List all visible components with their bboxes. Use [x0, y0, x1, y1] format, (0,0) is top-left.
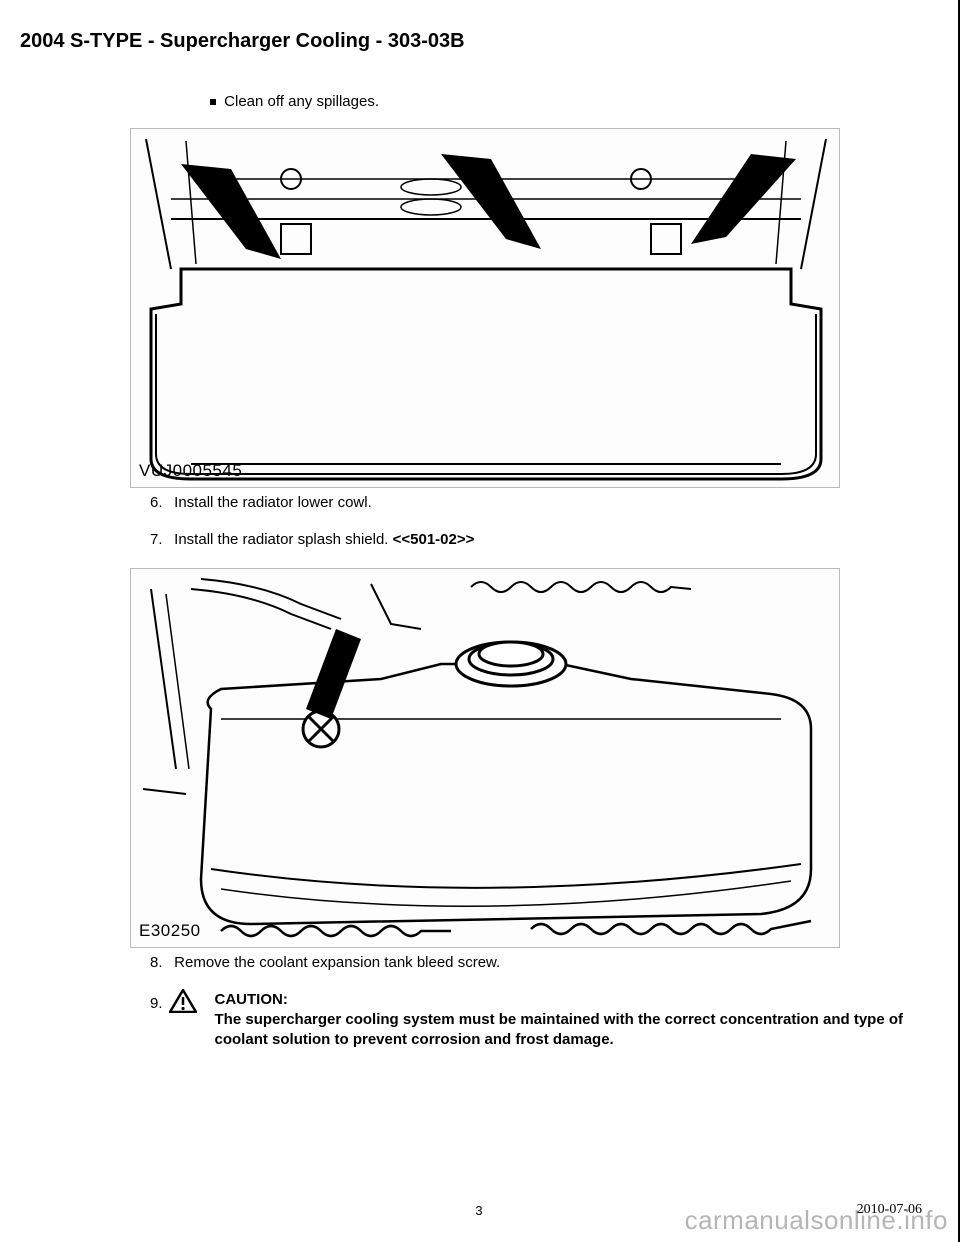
caution-text-block: CAUTION: The supercharger cooling system…	[215, 991, 908, 1051]
figure2-id: E30250	[139, 921, 201, 941]
content-area: Clean off any spillages.	[130, 93, 908, 1051]
step-8-text: Remove the coolant expansion tank bleed …	[174, 954, 500, 971]
page-title: 2004 S-TYPE - Supercharger Cooling - 303…	[20, 30, 938, 53]
figure-expansion-tank: E30250	[130, 568, 840, 948]
step-6: 6. Install the radiator lower cowl.	[150, 494, 908, 511]
figure-radiator-cowl: VUJ0005545	[130, 128, 840, 488]
step-7-text: Install the radiator splash shield.	[174, 531, 392, 548]
figure2-svg	[131, 569, 840, 948]
step-7-ref: <<501-02>>	[393, 531, 475, 548]
step-7: 7. Install the radiator splash shield. <…	[150, 531, 908, 548]
bullet-clean-spillages: Clean off any spillages.	[210, 93, 908, 110]
bullet-icon	[210, 99, 216, 105]
step-8: 8. Remove the coolant expansion tank ble…	[150, 954, 908, 971]
figure1-svg	[131, 129, 840, 488]
step-7-number: 7.	[150, 531, 170, 548]
caution-body: The supercharger cooling system must be …	[215, 1010, 908, 1051]
step-6-text: Install the radiator lower cowl.	[174, 494, 372, 511]
manual-page: 2004 S-TYPE - Supercharger Cooling - 303…	[0, 0, 960, 1242]
step-9-number: 9.	[150, 995, 163, 1012]
figure1-id: VUJ0005545	[139, 461, 242, 481]
step-8-number: 8.	[150, 954, 170, 971]
caution-label: CAUTION:	[215, 991, 908, 1008]
step-6-number: 6.	[150, 494, 170, 511]
step-9: 9. CAUTION: The supercharger cooling sys…	[150, 991, 908, 1051]
caution-icon	[169, 989, 197, 1018]
bullet-text: Clean off any spillages.	[224, 93, 379, 110]
watermark: carmanualsonline.info	[685, 1205, 948, 1236]
